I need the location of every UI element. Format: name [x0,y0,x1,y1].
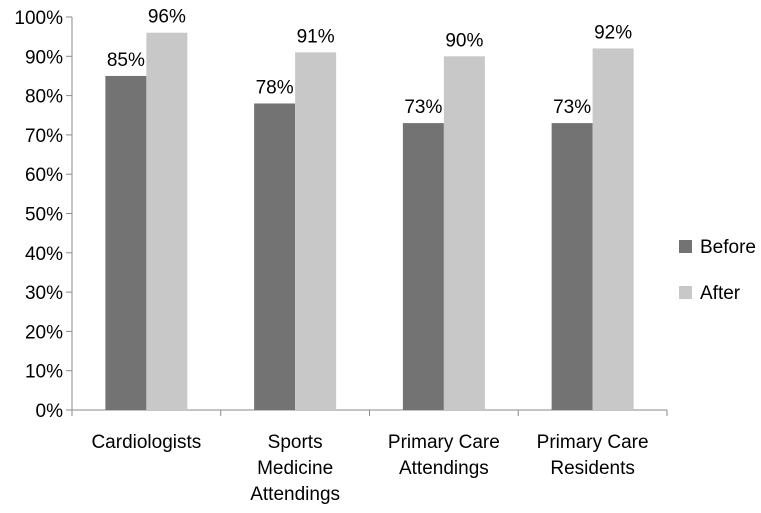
y-tick-label: 50% [25,205,63,226]
bar-after [592,48,634,410]
data-label: 78% [256,77,294,98]
y-tick-label: 100% [14,8,63,29]
data-label: 91% [297,26,335,47]
category-label: Primary Care Attendings [388,432,500,479]
y-axis: 0% 10% 20% 30% 40% 50% 60% 70% 80% 90% 100% [14,8,73,422]
legend-swatch [679,286,692,299]
bar-before [254,103,296,411]
category-label: Primary Care Residents [537,432,649,479]
legend-label: After [700,283,741,304]
data-label: 73% [404,97,442,118]
bar-before [105,75,147,410]
y-tick-label: 40% [25,244,63,265]
y-tick-label: 30% [25,283,63,304]
x-axis: Cardiologists Sports Medicine Attendings Pri… [71,409,668,505]
category-label: Sports Medicine Attendings [250,432,340,505]
y-tick-label: 90% [25,47,63,68]
data-label: 73% [553,97,591,118]
data-label: 90% [445,30,483,51]
bar-after [146,32,188,410]
y-tick-label: 10% [25,362,63,383]
y-tick-label: 0% [36,401,64,422]
legend-label: Before [700,237,756,258]
legend: Before After [679,237,756,304]
bars [105,32,634,411]
data-labels: 85% 78% 73% 73% 96% 91% 90% 92% [107,7,632,118]
data-label: 85% [107,50,145,71]
bar-before [402,123,444,411]
category-label: Cardiologists [91,432,201,453]
data-label: 96% [148,7,186,28]
bar-before [551,123,593,411]
bar-after [295,52,337,411]
legend-swatch [679,240,692,253]
data-label: 92% [594,22,632,43]
y-tick-label: 20% [25,322,63,343]
y-tick-label: 80% [25,87,63,108]
y-tick-label: 70% [25,126,63,147]
bar-after [443,56,485,411]
y-tick-label: 60% [25,165,63,186]
